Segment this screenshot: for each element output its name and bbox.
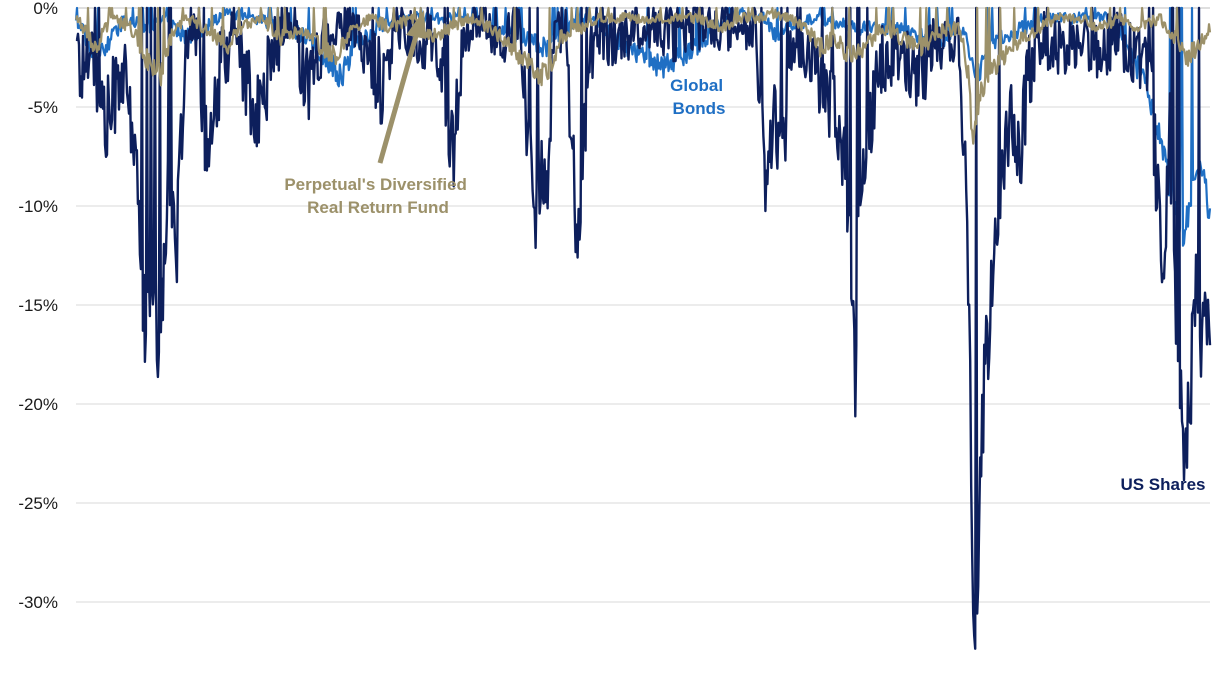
- y-tick-label: -10%: [18, 197, 58, 216]
- series-lines: [74, 6, 1212, 650]
- y-tick-label: -20%: [18, 395, 58, 414]
- y-tick-label: 0%: [33, 0, 58, 18]
- y-tick-label: -30%: [18, 593, 58, 612]
- bonds-annotation-label: Global Bonds: [670, 76, 728, 118]
- fund-annotation-arrow-line: [377, 35, 419, 164]
- series-line-perpetual-s-diversified-real-return-fund: [74, 6, 1212, 145]
- fund-annotation-line-1: Perpetual's Diversified: [284, 175, 467, 194]
- fund-annotation-label: Perpetual's Diversified Real Return Fund: [284, 175, 471, 217]
- fund-annotation-line-2: Real Return Fund: [307, 198, 449, 217]
- y-tick-label: -5%: [28, 98, 58, 117]
- y-axis-labels: 0% -5% -10% -15% -20% -25% -30%: [18, 0, 58, 612]
- bonds-annotation-line-2: Bonds: [673, 99, 726, 118]
- series-line-us-shares: [75, 6, 1212, 650]
- bonds-annotation-line-1: Global: [670, 76, 723, 95]
- y-tick-label: -25%: [18, 494, 58, 513]
- series-line-global-bonds: [74, 6, 1212, 247]
- fund-annotation-arrow-head: [406, 10, 426, 39]
- y-tick-label: -15%: [18, 296, 58, 315]
- shares-annotation-label: US Shares: [1120, 475, 1205, 494]
